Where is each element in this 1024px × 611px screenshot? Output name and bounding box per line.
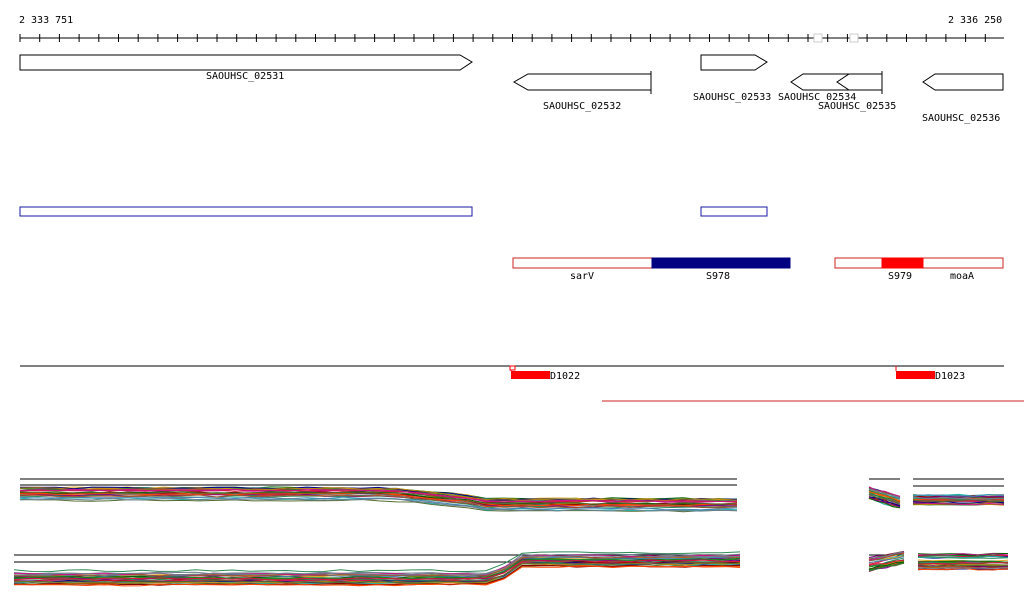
gene-SAOUHSC_02536[interactable]: SAOUHSC_02536 — [922, 73, 1004, 124]
gene-label: SAOUHSC_02535 — [818, 101, 896, 112]
gene-label: SAOUHSC_02532 — [543, 101, 621, 112]
expression-line — [868, 496, 901, 508]
expression-line — [20, 494, 738, 509]
expression-lines — [19, 486, 1005, 513]
annotation-S978-box[interactable] — [651, 257, 791, 269]
annotation-sarV-box[interactable] — [512, 257, 653, 269]
expression-track-2 — [13, 550, 1009, 587]
expression-line — [912, 502, 1005, 506]
expression-line — [917, 554, 1009, 557]
expression-line — [13, 559, 741, 581]
expression-line — [868, 559, 905, 566]
feature-label: D1023 — [935, 371, 965, 382]
gene-arrow[interactable] — [19, 54, 473, 71]
expression-line — [868, 497, 901, 509]
expression-line — [13, 551, 741, 573]
feature-D1023-box[interactable] — [896, 371, 935, 379]
gene-label: SAOUHSC_02534 — [778, 92, 856, 103]
ruler-gap-marker — [813, 33, 823, 43]
expression-line — [917, 553, 1009, 556]
feature-marker — [509, 365, 516, 371]
gene-label: SAOUHSC_02536 — [922, 113, 1000, 124]
gene-SAOUHSC_02535[interactable]: SAOUHSC_02535 — [818, 71, 896, 112]
gene-arrow[interactable] — [700, 54, 768, 71]
expression-line — [917, 555, 1009, 559]
ruler-gap-marker — [849, 33, 859, 43]
transcript-region[interactable] — [700, 206, 768, 217]
gene-label: SAOUHSC_02531 — [206, 71, 284, 82]
ruler-end-label: 2 336 250 — [948, 15, 1002, 26]
ruler-ticks — [19, 34, 986, 42]
gene-SAOUHSC_02531[interactable]: SAOUHSC_02531 — [19, 54, 473, 82]
expression-track-1 — [19, 478, 1005, 513]
gene-SAOUHSC_02533[interactable]: SAOUHSC_02533 — [693, 54, 771, 103]
expression-line — [868, 491, 901, 503]
expression-lines — [13, 550, 1009, 587]
transcript-region[interactable] — [19, 206, 473, 217]
annotation-track: sarV S978 S979 moaA — [512, 257, 1004, 282]
expression-line — [868, 486, 901, 497]
gene-arrow[interactable] — [512, 73, 652, 91]
expression-line — [912, 495, 1005, 499]
expression-line — [912, 499, 1005, 503]
expression-line — [917, 564, 1009, 567]
gene-track: SAOUHSC_02531 SAOUHSC_02532 SAOUHSC_0253… — [19, 54, 1004, 124]
expression-line — [19, 491, 738, 505]
expression-line — [868, 496, 901, 507]
annotation-label: sarV — [570, 271, 594, 282]
expression-line — [918, 556, 1009, 559]
coordinate-ruler: 2 333 751 2 336 250 — [19, 15, 1004, 43]
feature-track: D1022 D1023 — [20, 365, 1024, 402]
gene-SAOUHSC_02532[interactable]: SAOUHSC_02532 — [512, 71, 652, 112]
expression-line — [912, 496, 1005, 500]
expression-line — [13, 555, 741, 577]
expression-line — [868, 551, 905, 559]
expression-line — [868, 556, 905, 564]
expression-line — [868, 488, 901, 498]
expression-line — [14, 562, 741, 584]
annotation-label: S979 — [888, 271, 912, 282]
expression-line — [868, 561, 905, 570]
feature-label: D1022 — [550, 371, 580, 382]
expression-line — [917, 567, 1009, 570]
expression-line — [868, 494, 901, 505]
expression-line — [19, 488, 737, 503]
expression-line — [868, 553, 905, 562]
expression-line — [13, 565, 741, 587]
expression-line — [19, 487, 738, 501]
annotation-label: S978 — [706, 271, 730, 282]
expression-line — [917, 562, 1009, 565]
expression-line — [19, 491, 738, 506]
expression-line — [868, 557, 905, 567]
expression-line — [19, 497, 738, 512]
ruler-start-label: 2 333 751 — [19, 15, 73, 26]
annotation-S979-box[interactable] — [881, 257, 924, 269]
expression-line — [13, 554, 741, 576]
annotation-label: moaA — [950, 271, 974, 282]
expression-line — [912, 494, 1005, 497]
feature-D1022-box[interactable] — [511, 371, 550, 379]
gene-arrow[interactable] — [922, 73, 1004, 91]
transcript-track — [19, 206, 768, 217]
gene-label: SAOUHSC_02533 — [693, 92, 771, 103]
